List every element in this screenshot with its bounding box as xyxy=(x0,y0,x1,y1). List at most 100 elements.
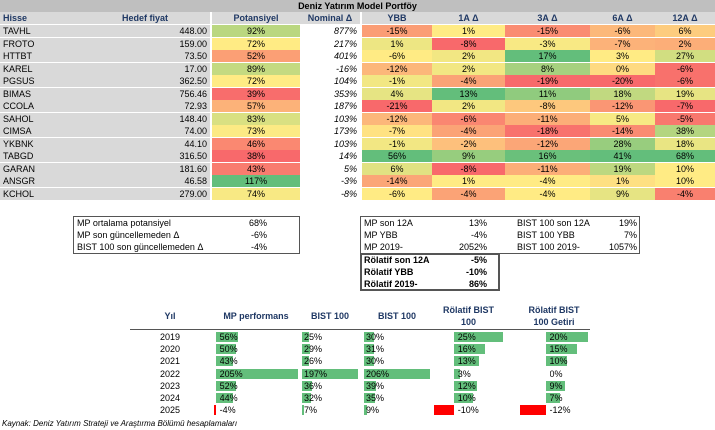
table-cell: 72% xyxy=(212,75,300,87)
table-cell: 148.40 xyxy=(80,112,210,125)
table-cell: 38% xyxy=(212,150,300,162)
table-cell: 181.60 xyxy=(80,162,210,175)
table-cell: -4% xyxy=(505,187,590,200)
column-header: MP performans xyxy=(223,311,289,321)
summary-value: -4% xyxy=(250,242,267,252)
table-cell: 83% xyxy=(212,112,300,125)
table-cell: 104% xyxy=(333,76,357,86)
data-bar xyxy=(453,368,460,379)
table-cell: -12% xyxy=(505,137,590,150)
table-cell: 25% xyxy=(304,332,323,342)
table-cell: -7% xyxy=(362,125,432,137)
table-cell: 36% xyxy=(304,380,323,391)
summary-label: MP 2019- xyxy=(364,242,403,252)
table-cell: 9% xyxy=(432,150,505,162)
summary-value: 13% xyxy=(468,218,487,228)
table-cell: -7% xyxy=(590,37,655,50)
table-cell: 50% xyxy=(219,344,238,355)
column-header: Potansiyel xyxy=(212,12,300,24)
table-cell: -10% xyxy=(457,405,479,416)
column-header: 6A Δ xyxy=(590,12,655,24)
column-header: 3A Δ xyxy=(505,12,590,24)
summary-label: MP YBB xyxy=(364,230,398,240)
data-bar xyxy=(453,344,486,355)
table-cell: -6% xyxy=(655,75,715,87)
table-cell: 205% xyxy=(219,368,243,379)
data-bar xyxy=(364,368,430,379)
data-bar xyxy=(545,393,561,403)
column-header: 1A Δ xyxy=(432,12,505,24)
data-bar xyxy=(453,356,480,367)
table-cell: 89% xyxy=(212,62,300,75)
table-cell: 28% xyxy=(590,137,655,150)
table-cell: 14% xyxy=(338,151,357,161)
data-bar xyxy=(364,405,367,416)
table-cell: 353% xyxy=(333,88,357,99)
table-cell: 448.00 xyxy=(80,25,210,37)
ticker: ANSGR xyxy=(0,175,80,187)
table-cell: -6% xyxy=(590,25,655,37)
data-bar xyxy=(302,332,310,342)
data-bar xyxy=(215,344,236,355)
data-bar xyxy=(302,405,304,416)
column-header: Hedef fiyat xyxy=(80,12,210,24)
summary-value: -10% xyxy=(465,267,487,277)
table-cell: 7% xyxy=(304,405,318,416)
table-cell: 26% xyxy=(304,356,323,367)
data-bar xyxy=(214,405,216,416)
summary-value: 7% xyxy=(623,230,637,240)
data-bar xyxy=(215,380,237,391)
table-cell: 1% xyxy=(362,37,432,50)
table-cell: 2% xyxy=(655,37,715,50)
table-cell: -20% xyxy=(590,75,655,87)
table-cell: 1% xyxy=(590,175,655,187)
table-cell: -8% xyxy=(432,37,505,50)
year: 2021 xyxy=(159,356,181,367)
summary-label: Rölatif YBB xyxy=(364,267,414,277)
table-title: Deniz Yatırım Model Portföy xyxy=(0,0,715,12)
data-bar xyxy=(364,344,374,355)
summary-label: BIST 100 2019- xyxy=(517,242,580,252)
table-cell: 11% xyxy=(505,87,590,100)
ticker: TABGD xyxy=(0,150,80,162)
ticker: SAHOL xyxy=(0,112,80,125)
table-cell: 35% xyxy=(366,393,385,403)
table-cell: 103% xyxy=(333,138,357,149)
table-cell: 362.50 xyxy=(80,75,210,87)
table-cell: 0% xyxy=(549,368,563,379)
table-cell: 13% xyxy=(432,87,505,100)
column-header: Hisse xyxy=(0,12,80,24)
table-cell: 92% xyxy=(212,25,300,37)
summary-label: BIST 100 son 12A xyxy=(517,218,590,228)
table-cell: 10% xyxy=(457,393,476,403)
table-cell: -4% xyxy=(432,125,505,137)
table-cell: 9% xyxy=(549,380,563,391)
data-bar xyxy=(434,405,454,416)
column-header: YBB xyxy=(362,12,432,24)
table-cell: 13% xyxy=(457,356,476,367)
table-cell: 8% xyxy=(505,62,590,75)
table-cell: 46.58 xyxy=(80,175,210,187)
table-cell: 2% xyxy=(432,50,505,62)
summary-box xyxy=(73,216,300,254)
column-header: BIST 100 Getiri xyxy=(377,311,417,321)
year: 2023 xyxy=(159,380,181,391)
summary-box xyxy=(360,253,500,291)
data-bar xyxy=(453,380,478,391)
table-cell: 15% xyxy=(549,344,568,355)
header-rule xyxy=(130,329,590,330)
table-cell: 401% xyxy=(333,51,357,61)
table-cell: 0% xyxy=(590,62,655,75)
table-cell: 10% xyxy=(655,175,715,187)
table-cell: 56% xyxy=(219,332,238,342)
table-cell: 39% xyxy=(366,380,385,391)
table-cell: 72.93 xyxy=(80,100,210,112)
summary-value: 19% xyxy=(618,218,637,228)
table-cell: 44.10 xyxy=(80,137,210,150)
table-cell: 46% xyxy=(212,137,300,150)
data-bar xyxy=(545,356,567,367)
table-cell: 38% xyxy=(655,125,715,137)
summary-value: 68% xyxy=(248,218,267,228)
table-cell: -2% xyxy=(432,137,505,150)
